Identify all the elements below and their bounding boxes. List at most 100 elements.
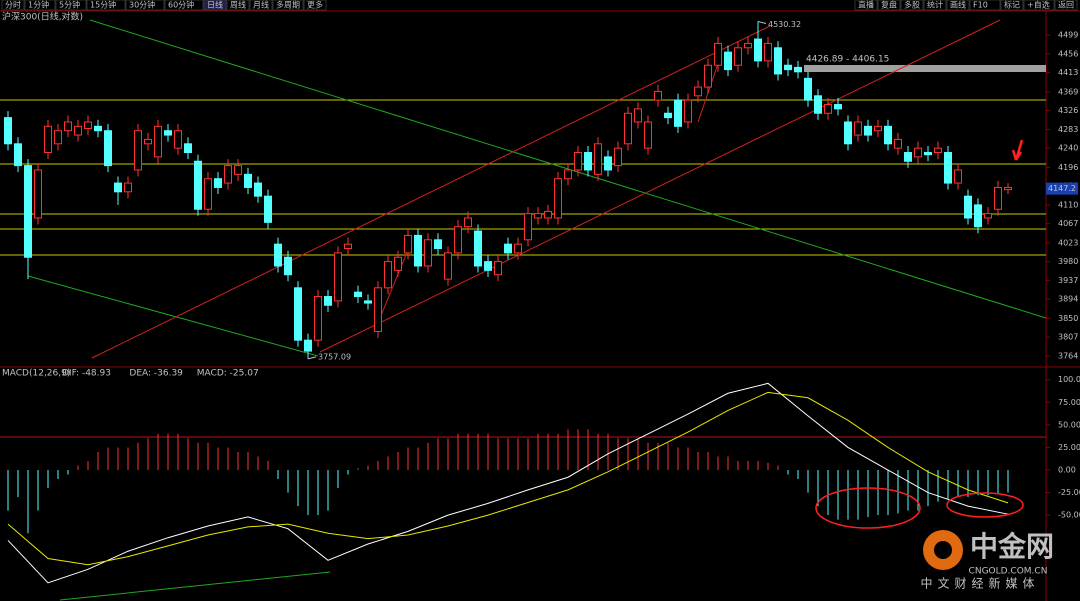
- highlight-circle: [815, 487, 921, 529]
- toolbar-label: +自选: [1027, 0, 1050, 10]
- toolbar-label: 直播: [858, 0, 874, 10]
- toolbar-button[interactable]: [249, 0, 273, 11]
- toolbar-button[interactable]: [1, 0, 25, 11]
- candle-body: [494, 261, 502, 276]
- logo-inner: [934, 541, 952, 559]
- candle-body: [904, 152, 912, 162]
- toolbar-label: 60分钟: [168, 0, 194, 10]
- slogan: 中文财经新媒体: [920, 576, 1039, 591]
- toolbar-label: 1分钟: [28, 0, 49, 10]
- y-tick-label: 4240: [1058, 144, 1078, 153]
- toolbar-button[interactable]: [1000, 0, 1024, 11]
- candle-body: [234, 165, 242, 175]
- toolbar-button[interactable]: [923, 0, 947, 11]
- candle-body: [564, 169, 572, 180]
- range-band: [804, 65, 1046, 72]
- candle-body: [224, 165, 232, 184]
- y-tick-label: -50.00: [1058, 511, 1080, 520]
- y-tick-label: 4369: [1058, 87, 1078, 96]
- candle-body: [844, 121, 852, 145]
- candle-body: [654, 90, 662, 101]
- y-tick-label: 4413: [1058, 68, 1078, 77]
- candle-body: [164, 130, 172, 136]
- candle-body: [54, 130, 62, 145]
- candle-body: [994, 186, 1002, 210]
- high-label: 4530.32: [768, 20, 801, 29]
- y-tick-label: 4326: [1058, 106, 1078, 115]
- candle-body: [664, 112, 672, 119]
- y-tick-label: 4283: [1058, 125, 1078, 134]
- candle-body: [214, 178, 222, 188]
- candle-body: [314, 296, 322, 341]
- legend-entry: MACD: -25.07: [197, 369, 259, 379]
- candle-body: [544, 210, 552, 219]
- y-tick-label: 4196: [1058, 163, 1078, 172]
- toolbar-button[interactable]: [900, 0, 924, 11]
- candle-body: [784, 64, 792, 71]
- toolbar-button[interactable]: [203, 0, 227, 11]
- candle-body: [524, 213, 532, 241]
- wave-line: [697, 57, 721, 123]
- highlight-circle: [946, 492, 1024, 518]
- candle-body: [454, 226, 462, 254]
- toolbar-button[interactable]: [854, 0, 878, 11]
- candle-body: [934, 147, 942, 154]
- watermark: 中金网 CNGOLD.COM.CN 中文财经新媒体: [920, 530, 1054, 591]
- candle-body: [964, 195, 972, 219]
- toolbar-button[interactable]: [303, 0, 327, 11]
- candle-body: [704, 64, 712, 88]
- candle-body: [684, 99, 692, 123]
- chart-title: 沪深300(日线,对数): [2, 11, 83, 23]
- candle-body: [344, 243, 352, 250]
- divergence-line: [59, 571, 331, 601]
- candle-body: [854, 121, 862, 136]
- candle-body: [154, 125, 162, 158]
- candle-body: [194, 160, 202, 210]
- toolbar-button[interactable]: [946, 0, 970, 11]
- candle-body: [484, 261, 492, 271]
- candle-body: [724, 51, 732, 71]
- toolbar-label: 月线: [253, 0, 269, 10]
- candle-body: [44, 125, 52, 154]
- candle-body: [144, 138, 152, 145]
- brand: 中金网: [970, 530, 1054, 563]
- legend-entry: DEA: -36.39: [129, 369, 183, 379]
- macd-title: MACD(12,26,9): [2, 369, 70, 379]
- toolbar-button[interactable]: [877, 0, 901, 11]
- candle-body: [694, 86, 702, 97]
- y-tick-label: 3807: [1058, 333, 1078, 342]
- candle-body: [644, 121, 652, 149]
- toolbar-label: 复盘: [881, 0, 897, 10]
- macd-line: [7, 382, 1009, 584]
- candle-body: [614, 147, 622, 167]
- candle-body: [884, 125, 892, 145]
- candle-body: [4, 117, 12, 145]
- plot: 4499445644134369432642834240419641534110…: [4, 20, 1080, 584]
- toolbar-button[interactable]: [1023, 0, 1055, 11]
- toolbar-button[interactable]: [55, 0, 87, 11]
- toolbar-label: 统计: [927, 0, 943, 10]
- toolbar-button[interactable]: [164, 0, 204, 11]
- candle-body: [754, 38, 762, 62]
- candle-body: [864, 125, 872, 136]
- pointer: [757, 20, 767, 24]
- toolbar-button[interactable]: [226, 0, 250, 11]
- channel-line: [319, 19, 1001, 353]
- y-tick-label: 0.00: [1058, 466, 1076, 475]
- toolbar-button[interactable]: [125, 0, 165, 11]
- toolbar-button[interactable]: [86, 0, 126, 11]
- toolbar-label: 日线: [207, 0, 223, 10]
- candle-body: [574, 152, 582, 171]
- toolbar-button[interactable]: [969, 0, 1001, 11]
- candle-body: [254, 182, 262, 197]
- candle-body: [1004, 186, 1012, 191]
- site: CNGOLD.COM.CN: [969, 567, 1048, 577]
- toolbar-button[interactable]: [272, 0, 304, 11]
- candle-body: [474, 230, 482, 267]
- toolbar-button[interactable]: [24, 0, 56, 11]
- red-trend-lines: [91, 19, 1001, 359]
- candle-body: [794, 66, 802, 73]
- candle-body: [124, 182, 132, 193]
- toolbar-button[interactable]: [1054, 0, 1078, 11]
